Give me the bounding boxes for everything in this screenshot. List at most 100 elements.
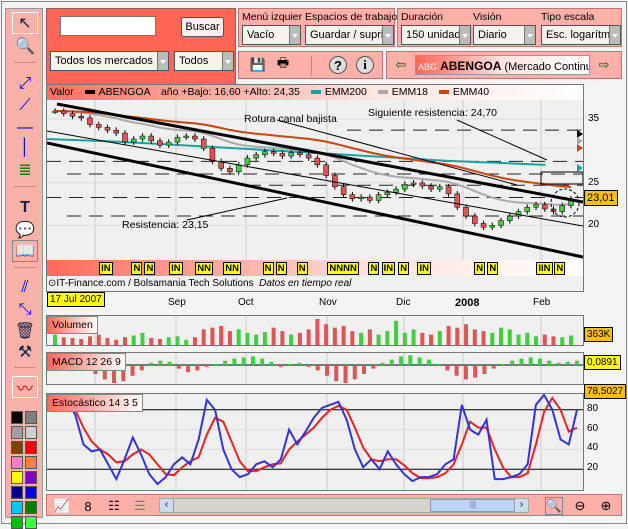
workspace-select[interactable]: Guardar / suprimir: [305, 25, 394, 45]
zoom-in-icon[interactable]: ⊕: [600, 498, 612, 513]
menu-select[interactable]: Vacío: [242, 25, 301, 45]
zoom-fit-icon[interactable]: 🔍: [545, 497, 563, 515]
parallel-icon[interactable]: ⫽: [21, 279, 29, 296]
divider: [14, 367, 36, 368]
previous-stock-icon[interactable]: ⇦: [395, 57, 407, 72]
macd-bar: [241, 357, 246, 365]
market-select[interactable]: Todos los mercados: [50, 51, 169, 71]
color-swatch[interactable]: [11, 456, 23, 469]
macd-bar: [121, 365, 126, 382]
month-label: Feb: [533, 297, 551, 308]
macd-bar: [445, 365, 450, 371]
stock-code: ABG: [418, 62, 438, 72]
pointer-icon[interactable]: ↖: [12, 12, 38, 34]
comment-icon[interactable]: 💬: [15, 222, 35, 239]
save-icon[interactable]: 💾: [249, 57, 267, 72]
horizontal-scrollbar[interactable]: ‹ ||| ›: [159, 498, 529, 513]
next-stock-icon[interactable]: ⇨: [598, 57, 610, 72]
candle: [428, 185, 434, 190]
add-chart-icon[interactable]: 📈: [53, 498, 71, 513]
trash-icon[interactable]: 🗑: [14, 323, 36, 340]
color-swatch[interactable]: [25, 486, 37, 499]
vision-select[interactable]: Diario: [473, 25, 536, 45]
annotation-resistance: Resistencia: 23,15: [122, 219, 209, 231]
emm200-line: [47, 138, 546, 166]
volume-bar: [429, 334, 434, 345]
scale-select[interactable]: Esc. logarítmica: [541, 25, 621, 45]
line-icon[interactable]: ⟋: [19, 97, 31, 114]
scroll-right-button[interactable]: ›: [514, 499, 528, 512]
zoom-icon[interactable]: 🔍: [15, 38, 35, 55]
macd-bar: [306, 365, 311, 367]
macd-bar: [195, 365, 200, 371]
text-icon[interactable]: T: [20, 199, 30, 216]
color-swatch[interactable]: [25, 516, 37, 529]
color-swatch[interactable]: [11, 426, 23, 439]
volume-bar: [87, 336, 92, 345]
color-swatch[interactable]: [25, 411, 37, 424]
info-icon[interactable]: i: [356, 56, 374, 74]
macd-bar: [297, 362, 302, 365]
vertical-line-icon[interactable]: │: [20, 139, 30, 156]
search-input[interactable]: [60, 16, 156, 36]
workspace-panel: Menú izquier Espacios de trabajo Vacío G…: [238, 8, 398, 47]
volume-bar: [306, 329, 311, 345]
color-swatch[interactable]: [11, 411, 23, 424]
type-select[interactable]: Todos: [174, 51, 234, 71]
color-swatch[interactable]: [25, 456, 37, 469]
color-swatch[interactable]: [11, 516, 23, 529]
candle: [358, 196, 364, 200]
tools-icon[interactable]: ⚒: [17, 344, 33, 361]
color-swatch[interactable]: [11, 501, 23, 514]
color-swatch[interactable]: [11, 441, 23, 454]
candle: [349, 194, 356, 200]
color-swatch[interactable]: [25, 426, 37, 439]
signal-marker: IIN: [536, 262, 553, 275]
link-icon[interactable]: 8: [84, 498, 92, 514]
color-swatch[interactable]: [25, 441, 37, 454]
month-label: Sep: [168, 297, 186, 308]
volume-bar: [192, 337, 197, 345]
layers-icon[interactable]: ☰: [134, 498, 146, 513]
help-icon[interactable]: ?: [329, 56, 347, 74]
stochastic-last-tag: 78,5027: [584, 384, 627, 399]
candle: [437, 186, 443, 190]
candle: [192, 135, 198, 140]
macd-bar: [463, 365, 468, 380]
volume-bar: [394, 320, 399, 345]
workspace-label: Espacios de trabajo: [305, 11, 398, 23]
annotation-pointer: [186, 197, 288, 221]
stochastic-tick-label: 80: [587, 402, 599, 414]
fibonacci-icon[interactable]: ≣: [18, 162, 32, 179]
duration-select[interactable]: 150 unidades: [401, 25, 471, 45]
scroll-thumb[interactable]: |||: [430, 499, 516, 512]
volume-bar: [367, 329, 372, 345]
stochastic-panel: Estocástico 14 3 5: [46, 393, 584, 491]
print-icon[interactable]: 🖶: [276, 55, 290, 70]
macd-bar: [436, 363, 441, 365]
move-icon[interactable]: ⤡: [18, 301, 32, 318]
report-icon[interactable]: ☷: [108, 498, 120, 513]
macd-bar: [149, 362, 154, 365]
actions-panel: 💾 🖶 ? i: [238, 51, 383, 79]
chart-type-icon[interactable]: 〰: [12, 376, 38, 398]
candle: [367, 196, 373, 201]
candle: [323, 164, 329, 176]
scroll-left-button[interactable]: ‹: [160, 499, 174, 512]
horizontal-line-icon[interactable]: —: [17, 119, 33, 136]
color-swatch[interactable]: [11, 471, 23, 484]
zoom-out-icon[interactable]: ⊖: [574, 498, 586, 513]
legend-range: año +Bajo: 16,60 +Alto: 24,35: [160, 86, 300, 98]
trendline-icon[interactable]: ⤢: [18, 75, 32, 92]
search-button[interactable]: Buscar: [181, 17, 224, 37]
price-plot[interactable]: [47, 100, 583, 259]
color-swatch[interactable]: [25, 501, 37, 514]
stochastic-d-line: [66, 396, 578, 480]
chevron-down-icon: [157, 52, 168, 70]
macd-bar: [510, 360, 515, 365]
credits: ⊙IT-Finance.com / Bolsamania Tech Soluti…: [48, 278, 352, 289]
color-swatch[interactable]: [11, 486, 23, 499]
candle: [305, 154, 312, 159]
color-swatch[interactable]: [25, 471, 37, 484]
book-icon[interactable]: 📖: [12, 240, 38, 262]
